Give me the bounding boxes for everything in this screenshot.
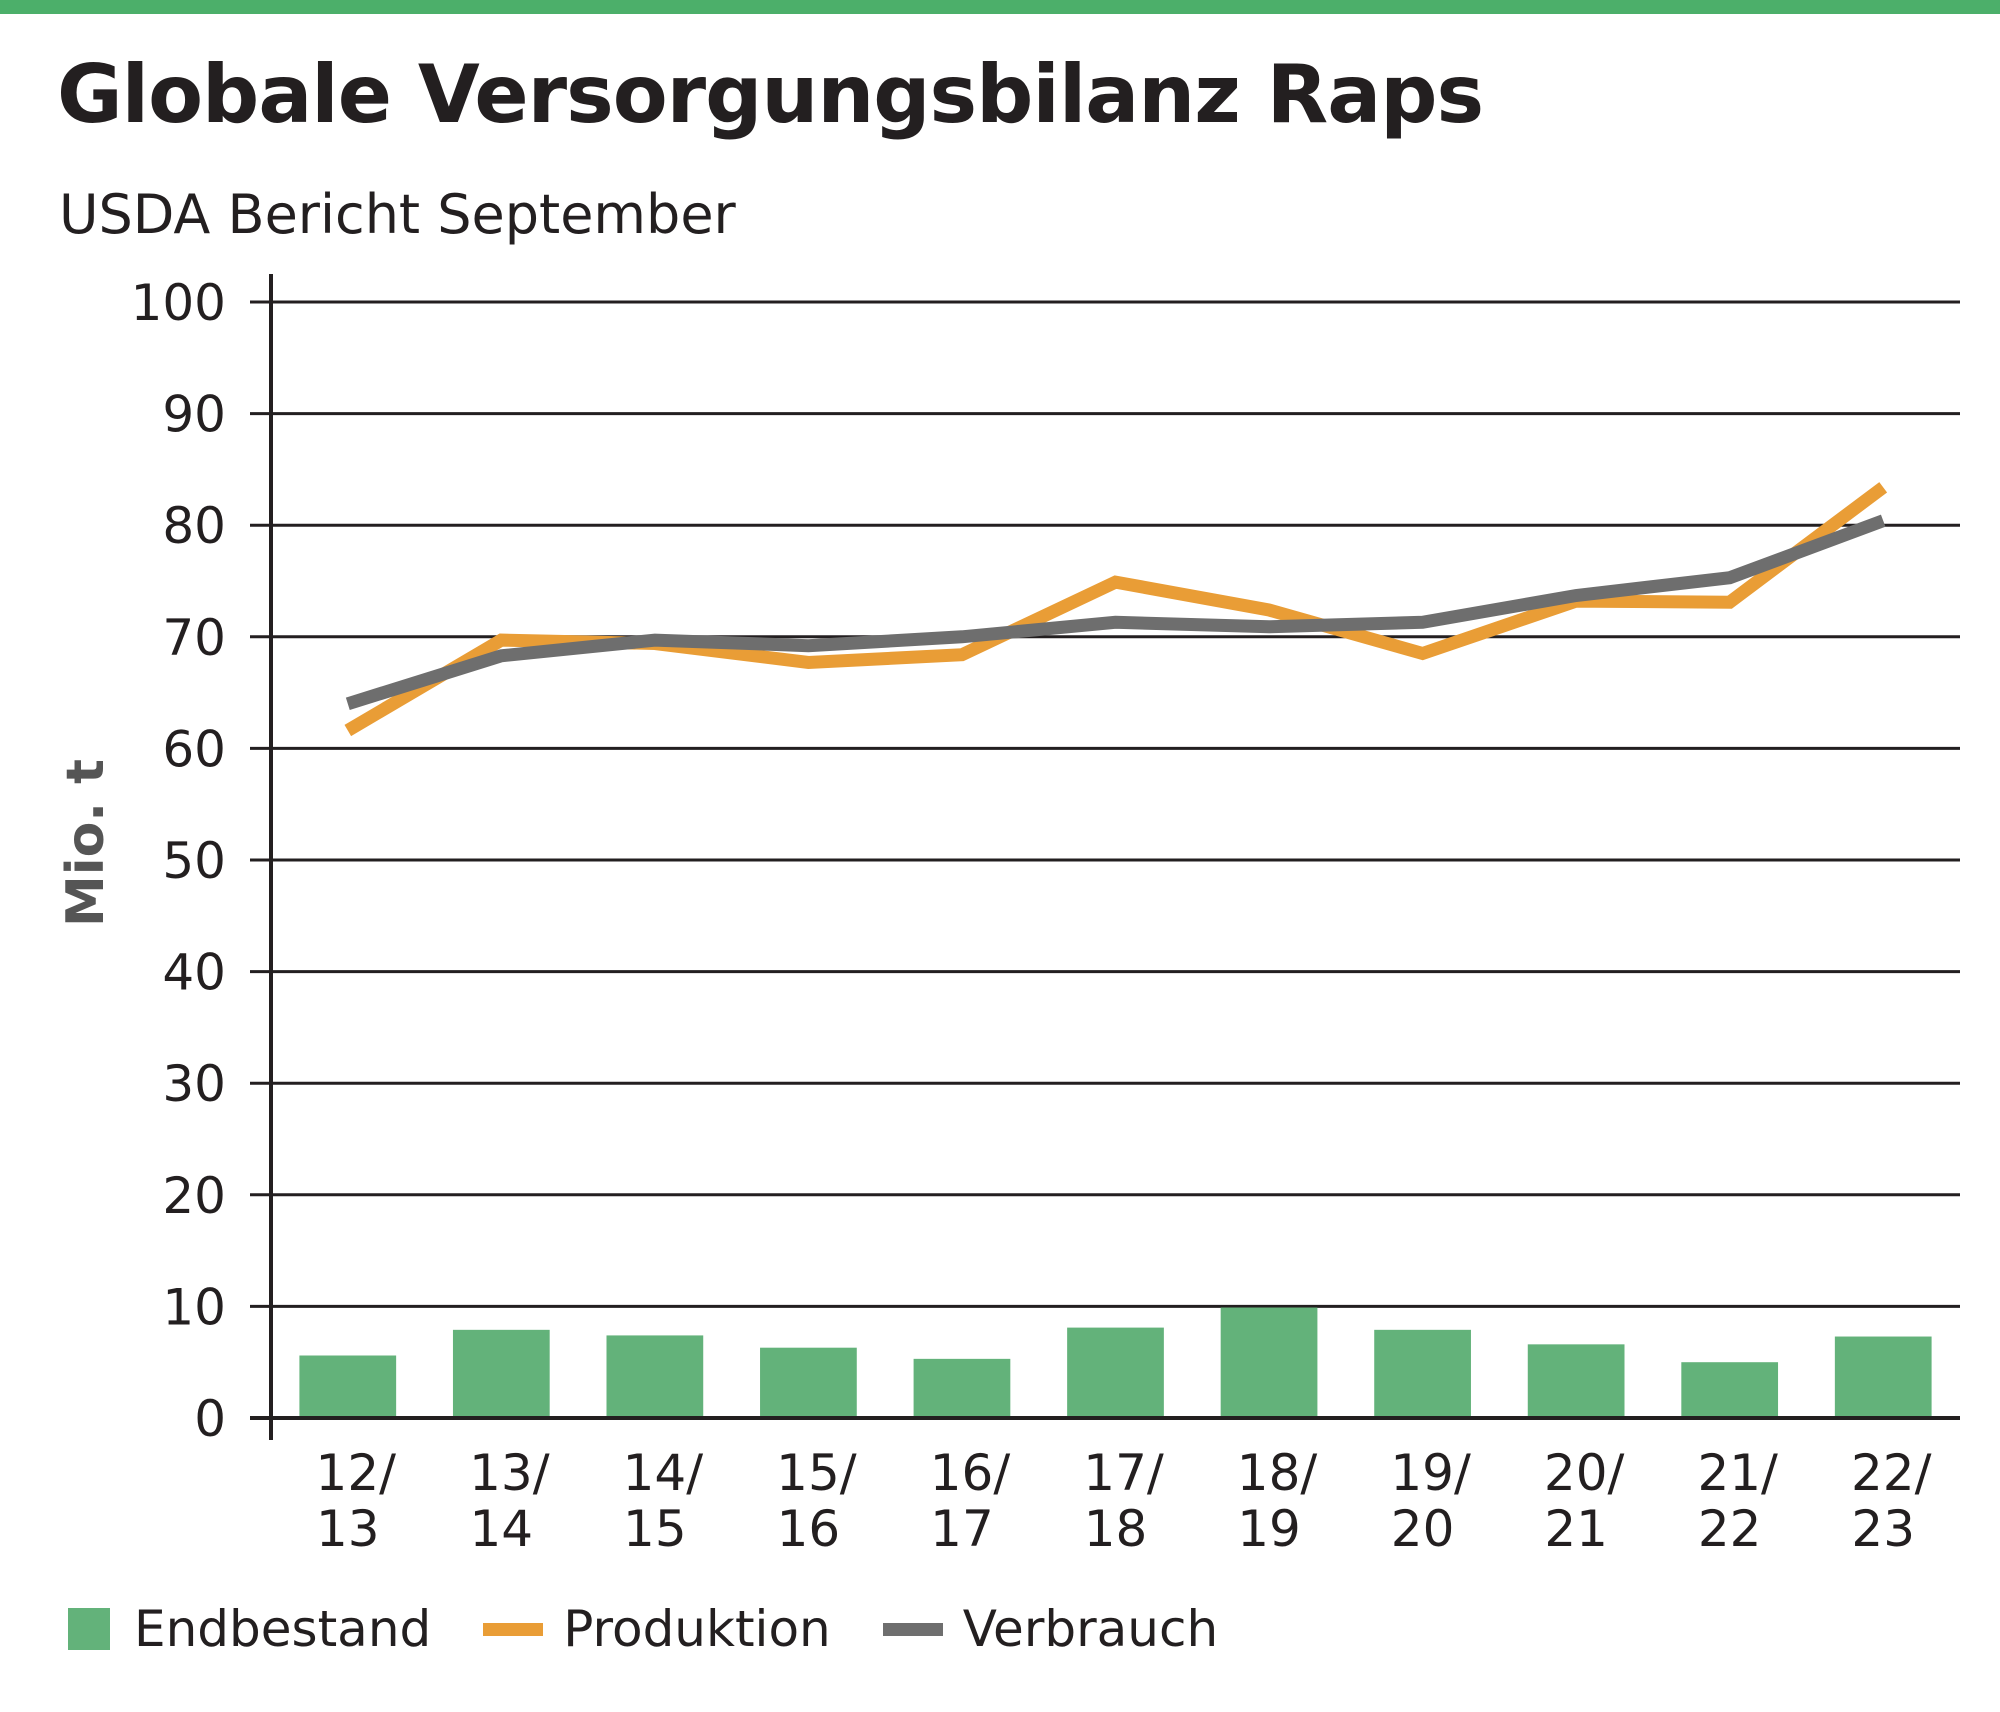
y-tick-label-30: 30 <box>162 1055 226 1113</box>
legend-item-produktion: Produktion <box>483 1600 831 1658</box>
y-tick-label-80: 80 <box>162 497 226 555</box>
legend-swatch-endbestand <box>68 1608 110 1650</box>
bar-endbestand-2 <box>606 1335 704 1418</box>
y-tick-label-50: 50 <box>162 832 226 890</box>
bar-endbestand-3 <box>760 1347 857 1418</box>
y-axis-label: Mio. t <box>56 759 116 927</box>
bar-endbestand-6 <box>1220 1307 1318 1418</box>
y-tick-label-100: 100 <box>131 274 226 332</box>
y-tick-label-90: 90 <box>162 386 226 444</box>
legend-label-verbrauch: Verbrauch <box>962 1600 1219 1658</box>
top-accent-bar <box>0 0 2000 14</box>
bar-endbestand-4 <box>913 1358 1011 1418</box>
x-tick-label-2: 14/15 <box>623 1444 704 1558</box>
bar-endbestand-9 <box>1681 1362 1779 1418</box>
x-tick-label-9: 21/22 <box>1697 1444 1778 1558</box>
bar-endbestand-7 <box>1374 1329 1471 1418</box>
y-tick-label-60: 60 <box>162 720 226 778</box>
y-tick-label-20: 20 <box>162 1167 226 1225</box>
legend-label-endbestand: Endbestand <box>134 1600 432 1658</box>
bar-endbestand-0 <box>299 1355 397 1418</box>
x-tick-label-6: 18/19 <box>1237 1444 1318 1558</box>
x-tick-label-1: 13/14 <box>469 1444 550 1558</box>
bar-endbestand-10 <box>1834 1336 1932 1418</box>
y-tick-label-0: 0 <box>194 1390 226 1448</box>
chart-legend: Endbestand Produktion Verbrauch <box>68 1600 1270 1658</box>
legend-swatch-verbrauch <box>882 1622 943 1636</box>
bar-endbestand-8 <box>1527 1344 1625 1418</box>
legend-item-endbestand: Endbestand <box>68 1600 431 1658</box>
y-tick-label-40: 40 <box>162 944 226 1002</box>
chart-title: Globale Versorgungsbilanz Raps <box>57 48 1484 141</box>
x-tick-label-5: 17/18 <box>1083 1444 1164 1558</box>
line-verbrauch <box>345 514 1886 711</box>
bar-endbestand-1 <box>452 1329 550 1418</box>
legend-swatch-produktion <box>483 1622 544 1636</box>
x-tick-label-7: 19/20 <box>1390 1444 1471 1558</box>
x-tick-label-0: 12/13 <box>316 1444 397 1558</box>
x-tick-label-4: 16/17 <box>930 1444 1011 1558</box>
x-tick-label-3: 15/16 <box>776 1444 857 1558</box>
y-tick-label-10: 10 <box>162 1278 226 1336</box>
x-tick-label-10: 22/23 <box>1851 1444 1932 1558</box>
y-tick-label-70: 70 <box>162 609 226 667</box>
x-tick-label-8: 20/21 <box>1544 1444 1625 1558</box>
bar-endbestand-5 <box>1067 1327 1164 1418</box>
legend-label-produktion: Produktion <box>563 1600 831 1658</box>
chart-subtitle: USDA Bericht September <box>59 183 736 246</box>
legend-item-verbrauch: Verbrauch <box>882 1600 1219 1658</box>
